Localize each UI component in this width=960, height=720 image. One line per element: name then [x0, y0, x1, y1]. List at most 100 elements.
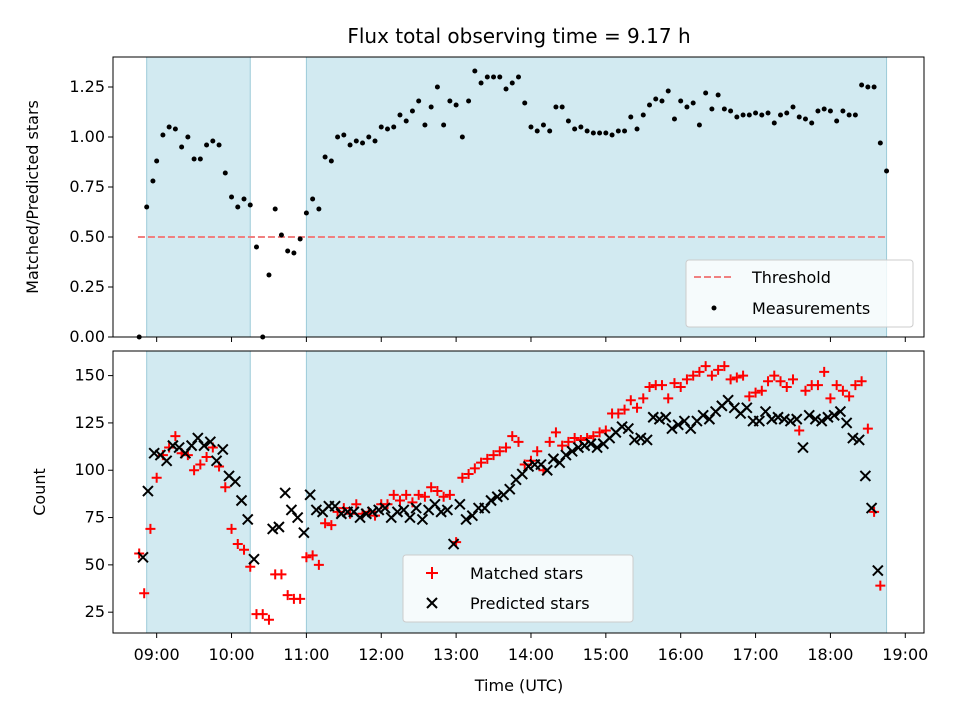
measurement-point — [840, 108, 846, 114]
x-tick-label: 19:00 — [882, 645, 928, 664]
matched-star-point — [550, 427, 561, 438]
measurement-point — [740, 112, 746, 118]
measurement-point — [709, 106, 715, 112]
matched-star-point — [401, 489, 412, 500]
measurement-point — [172, 126, 178, 132]
matched-star-point — [488, 450, 499, 461]
predicted-star-point — [834, 405, 847, 418]
matched-star-point — [282, 590, 293, 601]
matched-star-point — [875, 580, 886, 591]
measurement-point — [834, 118, 840, 124]
measurement-point — [534, 128, 540, 134]
x-tick-label: 12:00 — [358, 645, 404, 664]
matched-star-point — [145, 523, 156, 534]
measurement-point — [222, 170, 228, 176]
measurement-point — [640, 112, 646, 118]
predicted-star-point — [160, 455, 173, 467]
matched-star-point — [744, 391, 755, 402]
predicted-star-point — [522, 460, 535, 473]
predicted-star-point — [298, 526, 310, 539]
predicted-star-point — [647, 411, 659, 423]
measurement-point — [503, 86, 509, 92]
measurement-point — [478, 80, 484, 86]
matched-star-point — [688, 370, 699, 381]
predicted-legend-swatch — [426, 597, 438, 609]
measurement-point — [678, 98, 684, 104]
measurement-point — [179, 144, 185, 150]
measurement-point — [865, 84, 871, 90]
measurement-point — [877, 140, 883, 146]
observing-interval — [146, 350, 251, 634]
x-tick-label: 13:00 — [433, 645, 479, 664]
measurement-point — [197, 156, 203, 162]
x-tick-label: 15:00 — [583, 645, 629, 664]
predicted-star-point — [291, 511, 304, 524]
top-x-ticks — [156, 337, 906, 342]
measurement-point — [278, 232, 284, 238]
measurement-point — [516, 74, 521, 80]
predicted-star-point — [460, 513, 472, 526]
predicted-star-point — [354, 511, 366, 524]
threshold-legend-label: Threshold — [751, 268, 831, 287]
matched-star-point — [725, 374, 736, 385]
measurement-point — [497, 74, 503, 80]
measurement-point — [185, 134, 191, 140]
matched-star-point — [444, 489, 455, 500]
y-tick-label: 1.00 — [69, 127, 105, 146]
predicted-star-point — [304, 489, 316, 501]
measurement-point — [459, 134, 465, 140]
matched-star-point — [388, 489, 399, 500]
measurement-point — [778, 112, 784, 118]
measurement-point — [728, 108, 734, 114]
matched-star-point — [226, 523, 237, 534]
matched-star-point — [700, 361, 711, 372]
measurement-point — [671, 116, 677, 122]
measurement-point — [491, 74, 497, 80]
predicted-star-point — [741, 402, 753, 414]
top-plot-frame — [112, 56, 925, 338]
measurements-legend-label: Measurements — [752, 299, 870, 318]
matched-star-point — [632, 402, 643, 413]
measurement-point — [316, 206, 322, 212]
measurement-point — [384, 126, 390, 132]
predicted-star-point — [660, 411, 672, 423]
top-y-axis-label: Matched/Predicted stars — [23, 100, 42, 294]
measurement-point — [528, 124, 534, 130]
matched-star-point — [831, 380, 842, 391]
matched-star-point — [769, 370, 780, 381]
matched-star-point — [613, 408, 624, 419]
matched-star-point — [862, 423, 873, 434]
measurement-point — [154, 158, 160, 164]
predicted-star-point — [279, 487, 291, 499]
measurement-point — [322, 154, 328, 160]
predicted-star-point — [697, 409, 709, 422]
measurement-point — [871, 84, 877, 90]
predicted-star-point — [454, 498, 466, 511]
matched-star-point — [706, 370, 717, 381]
measurement-point — [721, 106, 727, 112]
observing-interval — [146, 56, 251, 338]
measurement-point — [403, 118, 409, 124]
measurement-point — [690, 100, 696, 106]
measurement-point — [297, 236, 303, 242]
matched-star-point — [276, 569, 287, 580]
matched-star-point — [763, 376, 774, 387]
predicted-star-point — [310, 504, 323, 516]
predicted-star-point — [391, 506, 404, 518]
measurement-point — [347, 142, 353, 148]
measurement-point — [453, 102, 459, 108]
matched-star-point — [463, 469, 474, 480]
measurement-point — [216, 142, 222, 148]
x-tick-label: 14:00 — [508, 645, 554, 664]
predicted-star-point — [273, 521, 285, 533]
matched-star-point — [164, 442, 175, 453]
measurement-points — [136, 68, 890, 340]
predicted-star-point — [666, 422, 678, 435]
predicted-star-point — [635, 432, 647, 444]
predicted-star-point — [622, 422, 635, 435]
predicted-star-point — [859, 470, 872, 482]
predicted-star-point — [235, 494, 248, 507]
predicted-star-point — [847, 432, 859, 444]
y-tick-label: 0.25 — [69, 277, 105, 296]
predicted-star-point — [578, 439, 591, 452]
